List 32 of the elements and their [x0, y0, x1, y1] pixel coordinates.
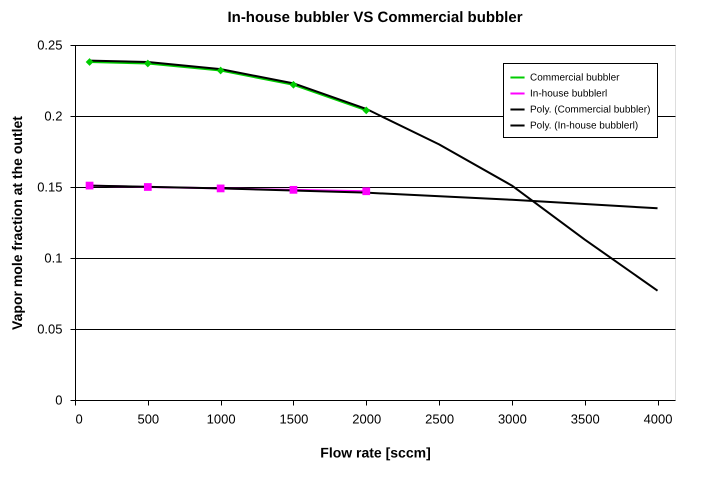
point [216, 66, 225, 74]
x-tick-label: 2000 [352, 412, 382, 426]
x-axis-title: Flow rate [sccm] [320, 444, 431, 460]
x-tick-label: 2500 [425, 412, 454, 426]
point [86, 182, 94, 190]
y-tick-label: 0.2 [44, 108, 62, 124]
point [290, 186, 298, 194]
point [144, 183, 152, 191]
point [362, 187, 370, 196]
point [216, 184, 225, 192]
legend-label: Poly. (In-house bubblerl) [530, 120, 638, 132]
x-tick-label: 0 [76, 412, 83, 426]
y-axis-title: Vapor mole fraction at the outlet [9, 116, 26, 330]
point [86, 58, 94, 66]
point [144, 60, 152, 68]
x-tick-label: 3000 [498, 412, 527, 426]
y-tick-label: 0.25 [37, 38, 62, 52]
x-tick-label: 1000 [206, 412, 236, 426]
point [362, 106, 370, 114]
legend-label: Poly. (Commercial bubbler) [530, 104, 650, 116]
y-tick-label: 0.15 [37, 180, 62, 194]
legend-label: Commercial bubbler [530, 72, 620, 84]
y-tick-label: 0 [55, 392, 62, 408]
point [290, 80, 298, 89]
x-tick-label: 1500 [279, 412, 308, 426]
y-tick-label: 0.1 [44, 250, 62, 266]
x-tick-label: 4000 [644, 412, 672, 426]
x-tick-label: 3500 [570, 412, 600, 426]
x-tick-label: 500 [137, 412, 160, 426]
y-tick-label: 0.05 [37, 322, 62, 336]
chart-title: In-house bubbler VS Commercial bubbler [227, 9, 523, 26]
legend-label: In-house bubblerl [530, 88, 608, 100]
